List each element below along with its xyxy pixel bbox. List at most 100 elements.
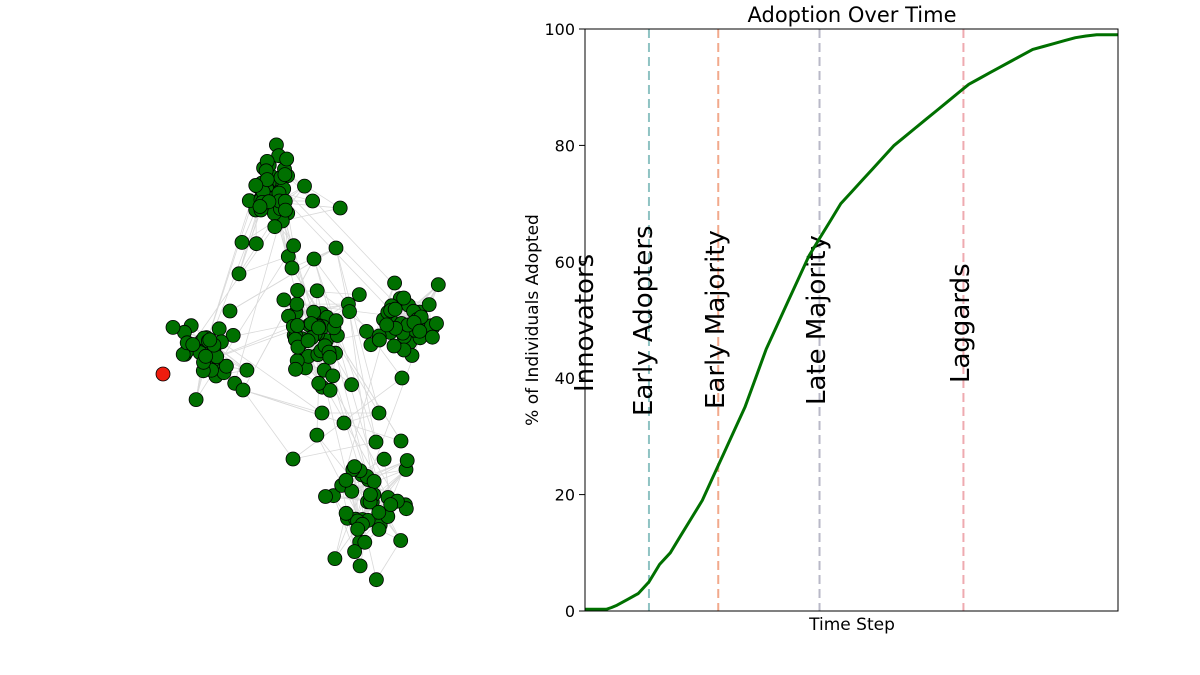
network-node-adopted — [371, 332, 387, 348]
network-node-adopted — [332, 200, 348, 216]
network-node-adopted — [344, 377, 360, 393]
network-node-adopted — [366, 473, 382, 489]
network-node-adopted — [383, 497, 399, 513]
network-node-adopted — [309, 283, 325, 299]
network-node-adopted — [231, 266, 247, 282]
network-node-adopted — [278, 202, 293, 218]
network-node-adopted — [371, 405, 387, 421]
network-edge — [313, 258, 403, 379]
phase-label: Laggards — [946, 263, 976, 383]
adoption-line — [585, 33, 1118, 611]
network-node-adopted — [218, 358, 234, 374]
network-node-adopted — [239, 362, 255, 378]
network-node-adopted — [322, 349, 338, 365]
network-node-adopted — [277, 167, 293, 183]
network-node-adopted — [279, 151, 295, 167]
network-node-adopted — [336, 415, 352, 431]
phase-label: Early Adopters — [629, 225, 659, 416]
network-node-adopted — [185, 337, 201, 352]
network-node-adopted — [328, 240, 344, 256]
network-node-adopted — [338, 505, 354, 521]
network-graph — [155, 137, 446, 588]
network-node-adopted — [235, 382, 251, 398]
network-node-adopted — [284, 260, 300, 276]
network-node-adopted — [285, 451, 301, 467]
network-node-adopted — [347, 459, 362, 475]
network-node-adopted — [371, 522, 387, 537]
network-node-adopted — [393, 533, 409, 548]
network-node-adopted — [165, 319, 181, 335]
network-node-adopted — [357, 534, 373, 550]
network-node-adopted — [429, 316, 444, 331]
network-node-adopted — [338, 472, 354, 488]
network-node-adopted — [267, 219, 283, 235]
network-node-adopted — [386, 338, 402, 354]
network-node-adopted — [318, 489, 333, 504]
plot-frame — [584, 28, 1119, 612]
network-edge — [341, 324, 388, 486]
network-node-adopted — [225, 327, 241, 343]
network-node-adopted — [198, 348, 214, 364]
network-node-adopted — [288, 361, 303, 377]
network-node-adopted — [248, 177, 264, 193]
phase-labels: Innovators Early Adopters Early Majority La… — [570, 225, 976, 416]
network-edge — [242, 389, 323, 414]
phase-lines — [647, 29, 965, 611]
network-node-adopted — [252, 199, 268, 214]
network-edge — [347, 304, 375, 495]
network-node-adopted — [362, 487, 378, 502]
network-edge — [242, 389, 294, 460]
y-tick-label: 100 — [544, 20, 575, 39]
network-node-adopted — [314, 405, 330, 421]
network-node-adopted — [368, 572, 384, 588]
y-tick-label: 80 — [555, 136, 575, 155]
network-node-adopted — [350, 521, 366, 537]
network-node-adopted — [202, 332, 218, 348]
network-edge — [351, 460, 408, 492]
network-node-adopted — [424, 329, 440, 345]
network-node-adopted — [327, 551, 343, 566]
network-edge — [297, 290, 360, 295]
y-axis-ticks: 0 20 40 60 80 100 — [544, 20, 585, 621]
network-node-adopted — [311, 375, 327, 391]
network-node-adopted — [248, 236, 264, 252]
network-node-adopted — [306, 251, 322, 267]
network-edge — [376, 540, 401, 580]
network-node-adopted — [290, 282, 306, 298]
phase-label: Early Majority — [701, 230, 731, 409]
chart-title: Adoption Over Time — [748, 3, 957, 27]
network-node-adopted — [305, 193, 321, 209]
network-node-adopted — [387, 301, 403, 317]
network-node-adopted — [393, 433, 409, 449]
network-node-adopted — [376, 451, 392, 467]
network-node-adopted — [371, 504, 387, 520]
network-node-adopted — [396, 290, 412, 306]
network-nodes — [155, 137, 446, 588]
x-axis-label: Time Step — [808, 615, 895, 635]
network-node-adopted — [234, 234, 250, 250]
network-edge — [335, 247, 380, 414]
network-node-adopted — [211, 321, 227, 337]
network-edge — [292, 441, 377, 460]
network-node-adopted — [368, 434, 384, 450]
adoption-chart: Adoption Over Time Innovators Early Adopt… — [523, 3, 1119, 635]
y-tick-label: 40 — [555, 369, 575, 388]
network-node-adopted — [222, 303, 238, 319]
network-node-adopted — [297, 178, 312, 194]
network-node-adopted — [399, 453, 415, 468]
network-edge — [221, 341, 323, 414]
network-node-adopted — [289, 318, 305, 333]
network-node-adopted — [351, 287, 367, 303]
network-node-adopted — [430, 277, 446, 293]
network-edge — [238, 256, 289, 275]
network-node-adopted — [322, 382, 338, 398]
network-node-adopted — [188, 392, 204, 408]
y-tick-label: 60 — [555, 253, 575, 272]
network-node-adopted — [342, 304, 357, 320]
network-node-adopted — [289, 296, 305, 312]
network-node-adopted — [309, 427, 325, 443]
network-node-adopted — [359, 323, 374, 339]
network-node-adopted — [286, 238, 302, 254]
network-edge — [184, 209, 286, 355]
